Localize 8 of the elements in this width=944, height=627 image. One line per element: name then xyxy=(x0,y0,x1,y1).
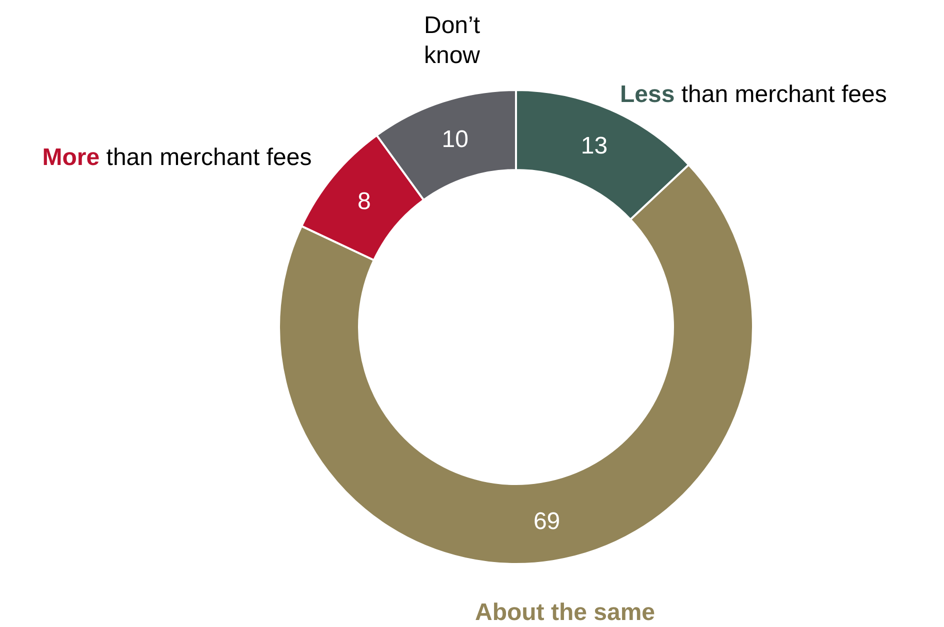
data-label: 8 xyxy=(358,188,371,215)
data-label: 10 xyxy=(442,126,468,154)
slice-label: More than merchant fees xyxy=(42,144,312,171)
data-label: 69 xyxy=(533,508,560,536)
slice-label: Don’t know xyxy=(424,12,481,69)
data-label: 13 xyxy=(580,132,608,160)
slice-label: Less than merchant fees xyxy=(620,81,887,108)
slice-label: About the same xyxy=(474,599,656,626)
